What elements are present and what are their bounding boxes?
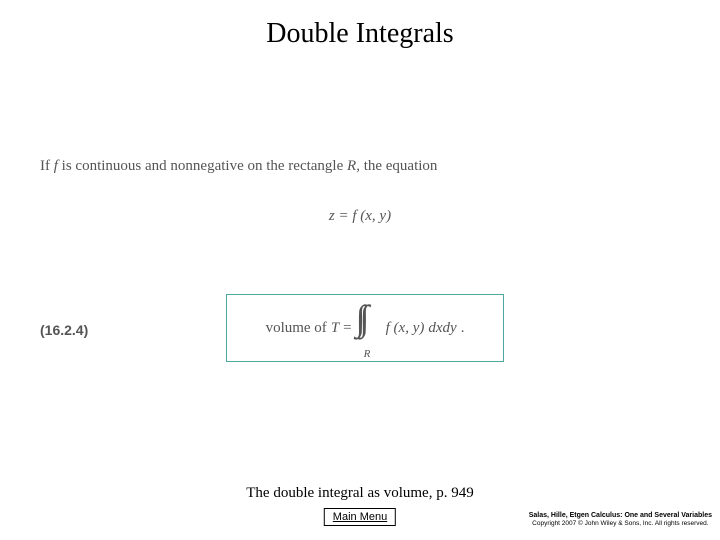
integral-signs: ∫∫ (356, 300, 364, 336)
volume-of-text: volume of (266, 320, 327, 337)
body-f-var: f (54, 158, 62, 174)
copyright-credits: Salas, Hille, Etgen Calculus: One and Se… (529, 512, 712, 528)
double-integral-symbol: ∫∫ R (356, 306, 382, 350)
main-menu-button[interactable]: Main Menu (324, 508, 396, 526)
slide-caption: The double integral as volume, p. 949 (0, 485, 720, 502)
body-paragraph: If f is continuous and nonnegative on th… (40, 158, 680, 175)
body-suffix: , the equation (356, 158, 437, 174)
volume-T: T (331, 320, 339, 337)
integral-region: R (364, 348, 371, 360)
equation-z-fxy: z = f (x, y) (0, 208, 720, 225)
page-title: Double Integrals (0, 18, 720, 50)
volume-formula: volume of T = ∫∫ R f (x, y) dxdy. (266, 306, 465, 350)
equation-number: (16.2.4) (40, 322, 88, 338)
formula-period: . (461, 320, 465, 337)
integrand: f (x, y) (386, 320, 425, 337)
volume-equals: = (343, 320, 351, 337)
differentials: dxdy (428, 320, 456, 337)
credits-line1: Salas, Hille, Etgen Calculus: One and Se… (529, 512, 712, 520)
slide: Double Integrals If f is continuous and … (0, 0, 720, 540)
body-r-var: R (347, 158, 356, 174)
volume-formula-box: volume of T = ∫∫ R f (x, y) dxdy. (226, 294, 504, 362)
credits-line2: Copyright 2007 © John Wiley & Sons, Inc.… (529, 520, 712, 528)
body-mid: is continuous and nonnegative on the rec… (62, 158, 347, 174)
body-prefix: If (40, 158, 54, 174)
